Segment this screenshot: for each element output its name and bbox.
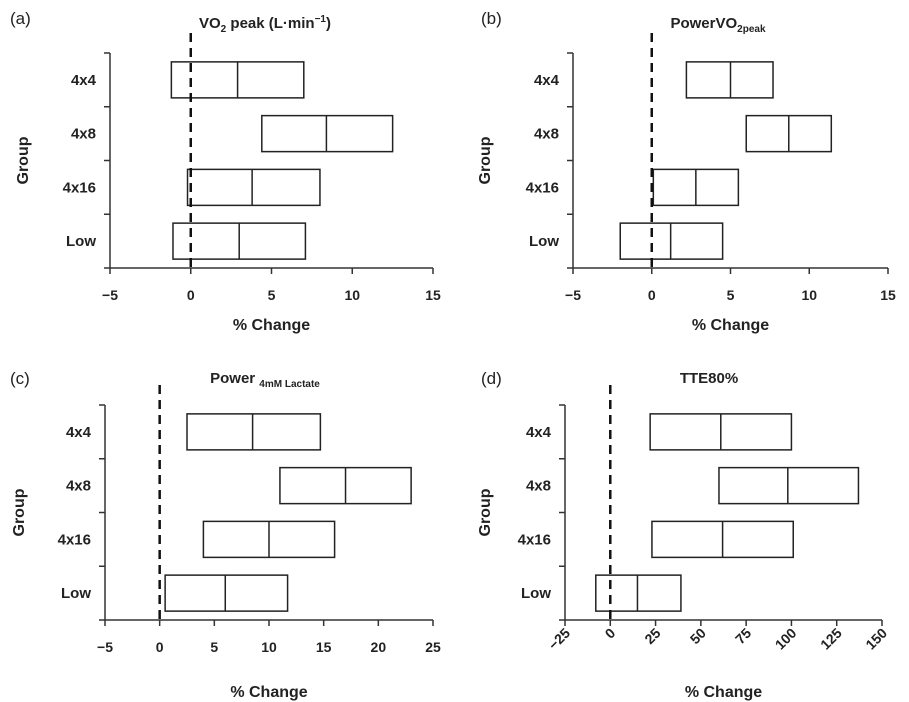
category-label: Low bbox=[66, 233, 96, 250]
range-bar-4x16 bbox=[186, 168, 321, 207]
x-tick-label: 125 bbox=[817, 625, 845, 653]
x-tick-label: 10 bbox=[261, 639, 277, 655]
x-tick-label: −5 bbox=[97, 639, 113, 655]
chart-title: VO2 peak (L·min−1) bbox=[199, 14, 331, 35]
category-label: Low bbox=[521, 585, 551, 602]
x-tick-label: −5 bbox=[565, 287, 581, 303]
range-bar-Low bbox=[164, 574, 289, 612]
panel-letter: (d) bbox=[481, 369, 502, 388]
x-axis-label: % Change bbox=[230, 684, 307, 701]
chart-title: Power 4mM Lactate bbox=[210, 370, 320, 390]
x-tick-label: 150 bbox=[862, 625, 890, 653]
category-label: 4x4 bbox=[526, 424, 552, 441]
range-bar-Low bbox=[595, 574, 682, 612]
category-label: 4x16 bbox=[63, 179, 96, 196]
category-label: 4x16 bbox=[518, 531, 551, 548]
y-axis-label: Group bbox=[477, 136, 494, 184]
x-axis-label: % Change bbox=[685, 684, 762, 701]
x-tick-label: 0 bbox=[187, 287, 195, 303]
panel-letter: (a) bbox=[10, 9, 31, 28]
x-tick-label: −25 bbox=[545, 625, 573, 653]
x-tick-label: 5 bbox=[210, 639, 218, 655]
x-tick-label: 100 bbox=[772, 625, 800, 653]
x-tick-label: 50 bbox=[687, 625, 709, 647]
x-tick-label: 5 bbox=[727, 287, 735, 303]
panel-letter: (c) bbox=[10, 369, 30, 388]
x-axis-label: % Change bbox=[233, 317, 310, 334]
x-tick-label: 0 bbox=[156, 639, 164, 655]
y-axis-label: Group bbox=[477, 488, 494, 536]
x-tick-label: 0 bbox=[602, 625, 619, 642]
x-tick-label: −5 bbox=[102, 287, 118, 303]
x-tick-label: 10 bbox=[801, 287, 817, 303]
chart-panel-1: (a) VO2 peak (L·min−1) −5 0 5 10 15 4x4 4x8 4x16 L… bbox=[10, 9, 441, 334]
chart-panel-4: (d) TTE80% −25 0 25 50 75 100 125 150 4x4 4x8 4x16 Lo… bbox=[477, 369, 890, 701]
y-axis-label: Group bbox=[11, 488, 28, 536]
category-label: 4x16 bbox=[58, 531, 91, 548]
x-tick-label: 25 bbox=[425, 639, 441, 655]
category-label: 4x4 bbox=[66, 424, 92, 441]
x-tick-label: 15 bbox=[425, 287, 441, 303]
x-tick-label: 0 bbox=[648, 287, 656, 303]
range-bar-4x8 bbox=[718, 466, 860, 505]
x-tick-label: 75 bbox=[732, 625, 754, 647]
x-tick-label: 5 bbox=[268, 287, 276, 303]
panel-letter: (b) bbox=[481, 9, 502, 28]
chart-title: PowerVO2peak bbox=[670, 15, 765, 35]
range-bar-4x4 bbox=[685, 61, 774, 99]
chart-panel-2: (b) PowerVO2peak −5 0 5 10 15 4x4 4x8 4x16 Low % Ch… bbox=[477, 9, 896, 334]
y-axis-label: Group bbox=[15, 136, 32, 184]
range-bar-4x4 bbox=[186, 413, 322, 451]
category-label: Low bbox=[529, 233, 559, 250]
category-label: 4x16 bbox=[526, 179, 559, 196]
category-label: 4x8 bbox=[66, 478, 91, 495]
category-label: 4x8 bbox=[71, 126, 96, 143]
x-tick-label: 15 bbox=[880, 287, 896, 303]
chart-title: TTE80% bbox=[680, 370, 738, 387]
category-label: 4x8 bbox=[526, 478, 551, 495]
category-label: 4x4 bbox=[71, 72, 97, 89]
x-tick-label: 25 bbox=[641, 625, 663, 647]
category-label: 4x4 bbox=[534, 72, 560, 89]
category-label: 4x8 bbox=[534, 126, 559, 143]
x-tick-label: 15 bbox=[316, 639, 332, 655]
range-bar-4x8 bbox=[261, 114, 394, 153]
range-bar-Low bbox=[619, 222, 724, 260]
chart-panel-3: (c) Power 4mM Lactate −5 0 5 10 15 20 25 4x4 4x8 4x… bbox=[10, 369, 441, 701]
x-tick-label: 10 bbox=[344, 287, 360, 303]
category-label: Low bbox=[61, 585, 91, 602]
x-tick-label: 20 bbox=[371, 639, 387, 655]
x-axis-label: % Change bbox=[692, 317, 769, 334]
